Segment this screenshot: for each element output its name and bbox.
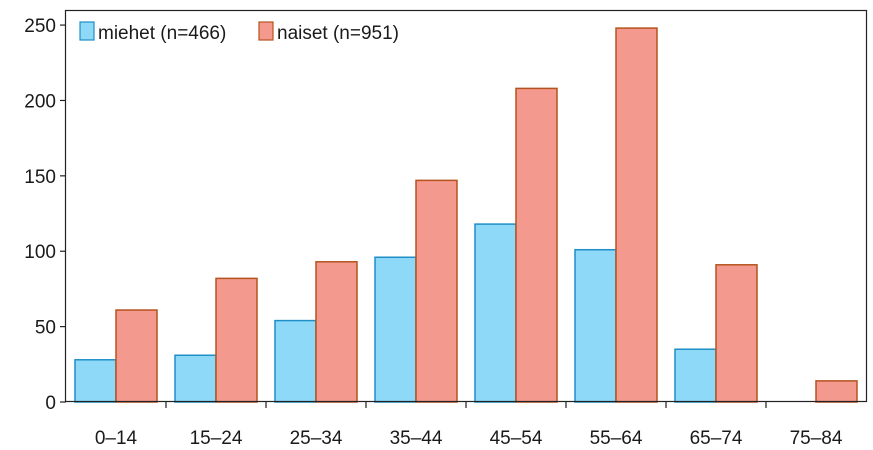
x-tick-label-55–64: 55–64	[590, 428, 643, 449]
bars	[74, 27, 858, 403]
bar-naiset-15–24	[215, 277, 258, 403]
y-tick-label-0: 0	[45, 393, 56, 414]
x-tick-label-65–74: 65–74	[690, 428, 743, 449]
legend-item-naiset: naiset (n=951)	[258, 21, 399, 44]
bar-miehet-15–24	[174, 354, 217, 403]
bar-miehet-25–34	[274, 319, 317, 403]
x-tick-label-45–54: 45–54	[490, 428, 543, 449]
bar-naiset-55–64	[615, 27, 658, 403]
bar-miehet-35–44	[374, 256, 417, 403]
y-tick-label-150: 150	[24, 167, 56, 188]
y-tick-label-100: 100	[24, 242, 56, 263]
bar-miehet-55–64	[574, 248, 617, 403]
bar-naiset-75–84	[815, 380, 858, 403]
bar-miehet-65–74	[674, 348, 717, 403]
legend-item-miehet: miehet (n=466)	[79, 21, 226, 44]
x-tick-label-25–34: 25–34	[290, 428, 343, 449]
bar-naiset-35–44	[415, 179, 458, 403]
legend-swatch-naiset	[258, 21, 274, 41]
plot-frame	[64, 9, 868, 403]
y-axis: 0 50 100 150 200 250	[24, 16, 66, 414]
legend: miehet (n=466) naiset (n=951)	[79, 21, 399, 44]
x-tick-label-75–84: 75–84	[790, 428, 843, 449]
x-tick-label-15–24: 15–24	[190, 428, 243, 449]
x-axis: 0–14 15–24 25–34 35–44 45–54 55–64 65–74 75–84	[95, 402, 843, 449]
y-tick-label-50: 50	[35, 318, 56, 339]
bar-naiset-65–74	[715, 264, 758, 403]
bar-naiset-45–54	[515, 87, 558, 403]
bar-naiset-25–34	[315, 261, 358, 403]
x-tick-label-35–44: 35–44	[390, 428, 443, 449]
y-tick-label-250: 250	[24, 16, 56, 37]
legend-swatch-miehet	[79, 21, 95, 41]
x-tick-label-0–14: 0–14	[95, 428, 138, 449]
bar-naiset-0–14	[115, 309, 158, 403]
legend-label-naiset: naiset (n=951)	[277, 23, 399, 44]
y-tick-label-200: 200	[24, 91, 56, 112]
bar-miehet-45–54	[474, 223, 517, 403]
legend-label-miehet: miehet (n=466)	[98, 23, 226, 44]
bar-miehet-0–14	[74, 359, 117, 403]
